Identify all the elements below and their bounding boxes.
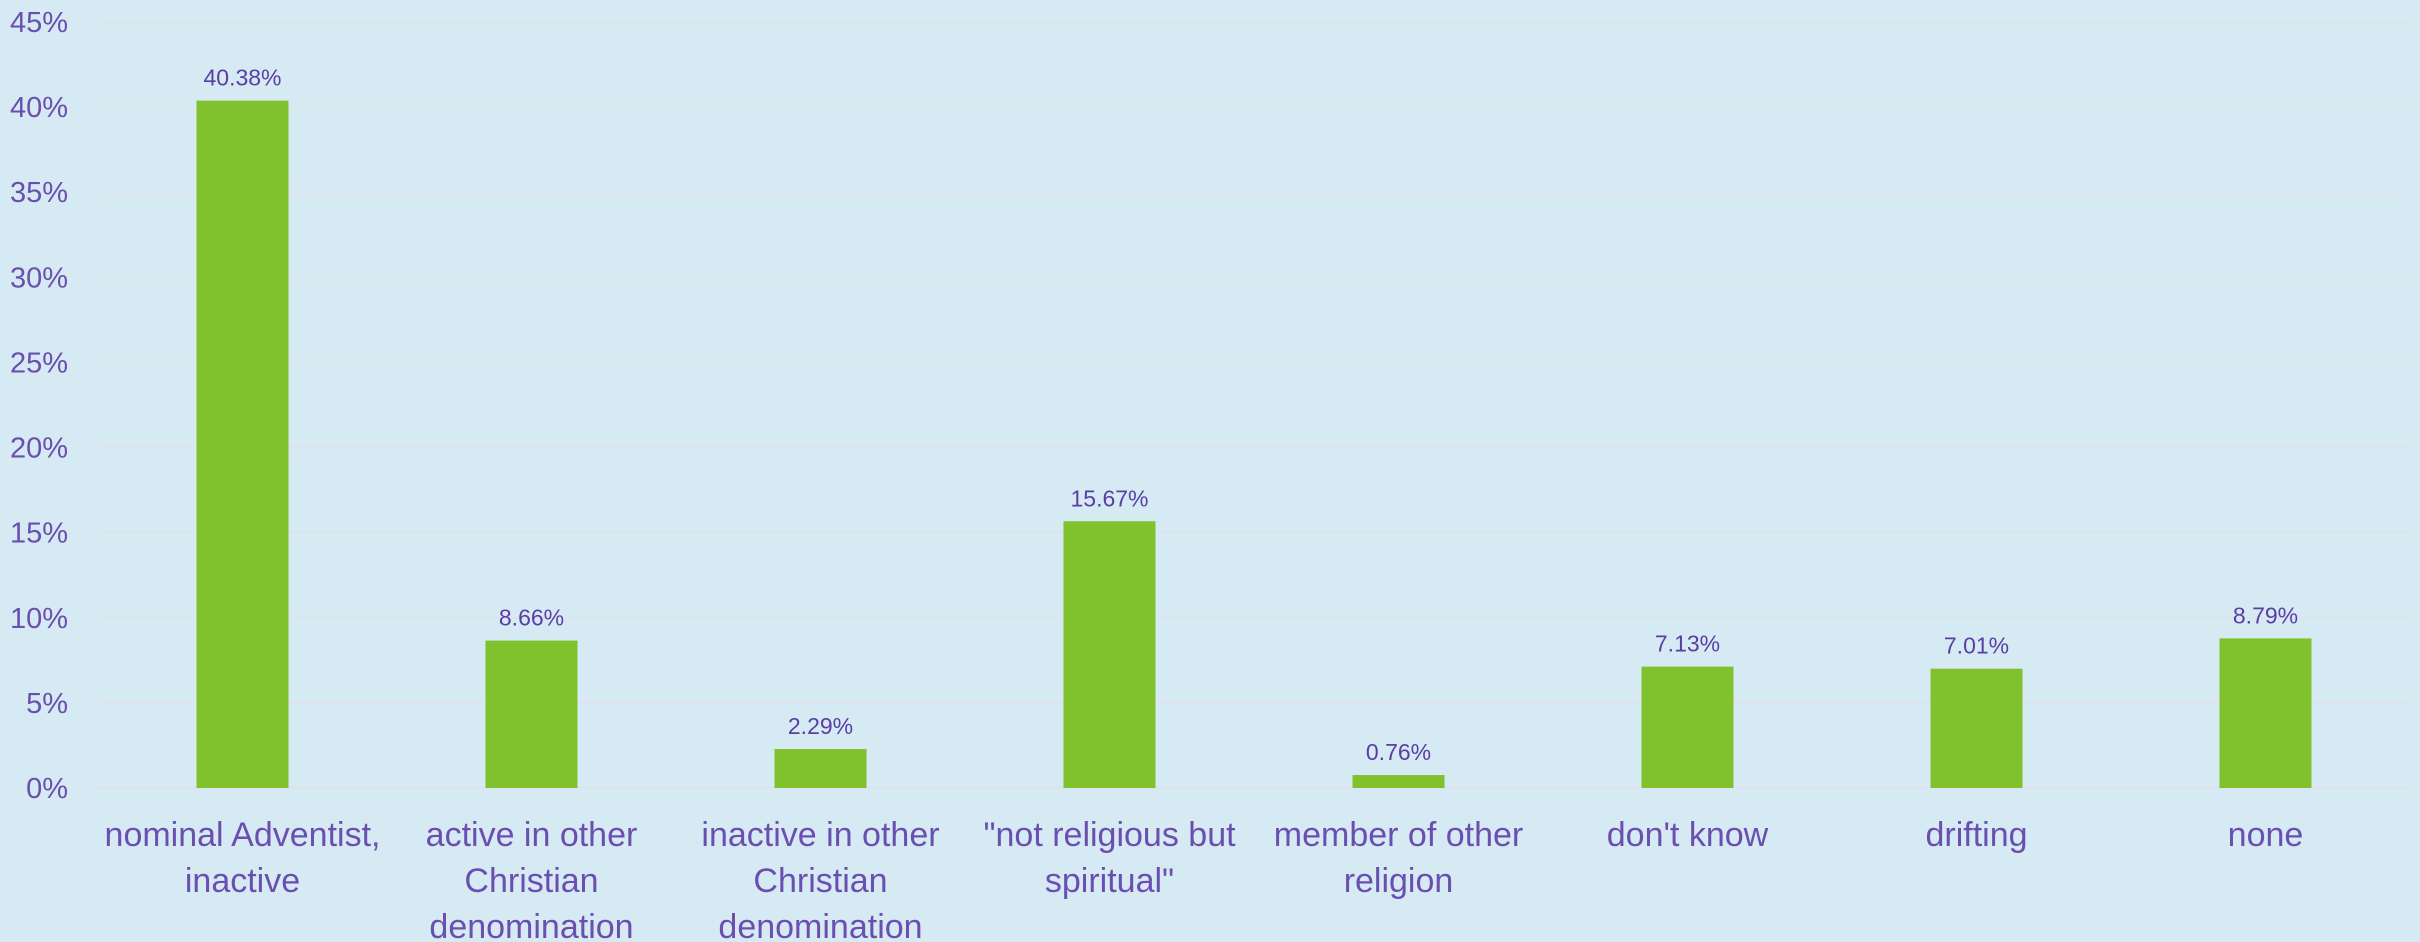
data-label: 2.29% — [788, 713, 853, 739]
x-category-label: denomination — [718, 908, 922, 942]
bar — [1063, 521, 1156, 788]
y-axis-tick-labels: 0% 5% 10% 15% 20% 25% 30% 35% 40% 45% — [10, 7, 68, 805]
x-category-label: active in other — [426, 816, 638, 854]
bar — [1352, 775, 1445, 788]
y-tick-label: 35% — [10, 177, 68, 209]
y-tick-label: 30% — [10, 262, 68, 294]
x-category-label: "not religious but — [983, 816, 1236, 854]
y-tick-label: 10% — [10, 603, 68, 635]
y-tick-label: 40% — [10, 92, 68, 124]
x-category-label: none — [2228, 816, 2304, 854]
data-label: 8.66% — [499, 605, 564, 631]
data-label: 7.13% — [1655, 631, 1720, 657]
x-category-label: Christian — [753, 862, 887, 900]
x-category-label: inactive — [185, 862, 300, 900]
x-category-label: don't know — [1607, 816, 1769, 854]
bar — [774, 749, 867, 788]
data-label: 8.79% — [2233, 602, 2298, 628]
bar — [2219, 638, 2312, 788]
x-category-label: nominal Adventist, — [105, 816, 381, 854]
bar — [196, 100, 289, 788]
y-tick-label: 0% — [26, 773, 68, 805]
x-category-label: denomination — [429, 908, 633, 942]
bar — [485, 640, 578, 788]
y-tick-label: 45% — [10, 7, 68, 39]
bar — [1641, 666, 1734, 788]
x-category-label: drifting — [1925, 816, 2027, 854]
bars — [196, 100, 2312, 788]
y-tick-label: 5% — [26, 688, 68, 720]
data-label: 7.01% — [1944, 633, 2009, 659]
y-tick-label: 25% — [10, 347, 68, 379]
x-category-label: inactive in other — [701, 816, 939, 854]
data-label: 40.38% — [203, 65, 281, 91]
x-category-label: religion — [1344, 862, 1454, 900]
x-axis-category-labels: nominal Adventist, inactive active in othe… — [105, 816, 2304, 942]
x-category-label: member of other — [1274, 816, 1523, 854]
y-tick-label: 15% — [10, 518, 68, 550]
bar — [1930, 668, 2023, 788]
gridlines — [98, 21, 2410, 789]
data-labels: 40.38% 8.66% 2.29% 15.67% 0.76% 7.13% 7.01% 8.7… — [203, 65, 2298, 765]
data-label: 0.76% — [1366, 739, 1431, 765]
y-tick-label: 20% — [10, 433, 68, 465]
x-category-label: Christian — [464, 862, 598, 900]
x-category-label: spiritual" — [1045, 862, 1174, 900]
data-label: 15.67% — [1070, 485, 1148, 511]
